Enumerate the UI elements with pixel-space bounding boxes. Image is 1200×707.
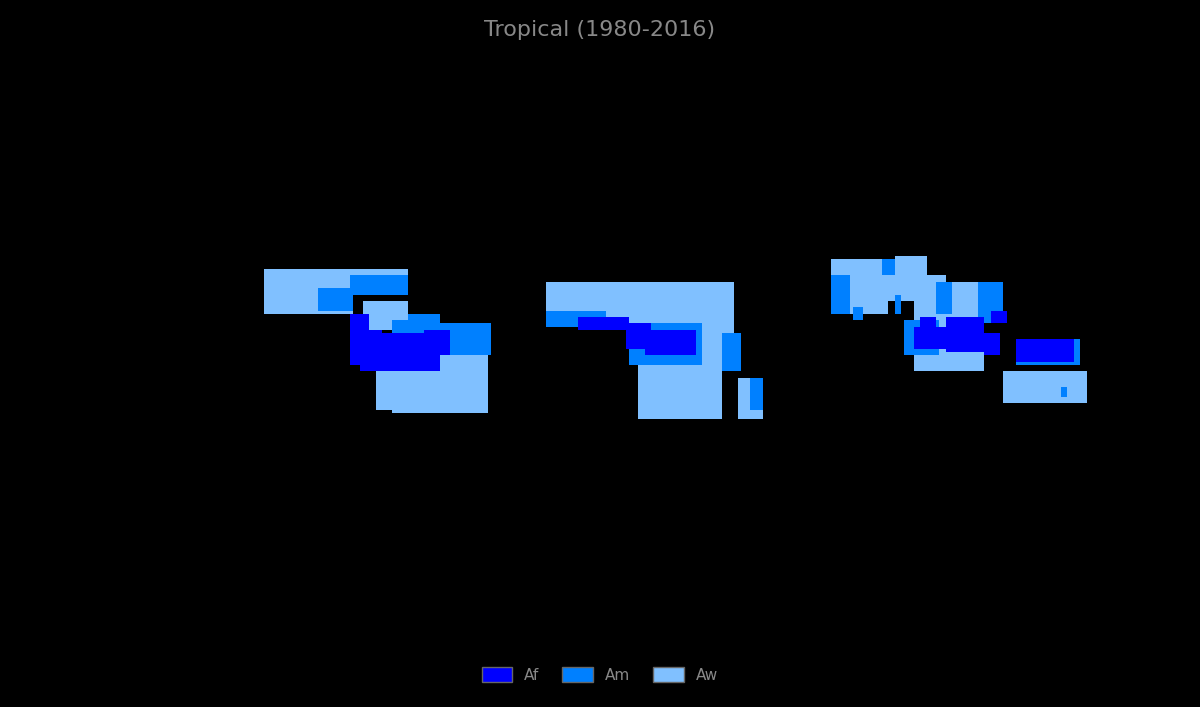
Text: Tropical (1980-2016): Tropical (1980-2016) xyxy=(485,20,715,40)
Legend: Af, Am, Aw: Af, Am, Aw xyxy=(475,660,725,689)
